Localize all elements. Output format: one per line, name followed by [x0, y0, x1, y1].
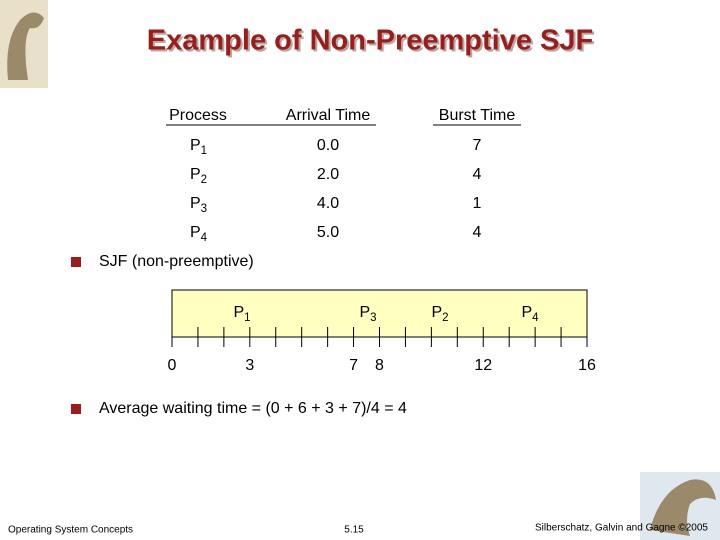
- gantt-chart: P1 P3 P2 P40 3 7 8 12 16: [168, 289, 596, 374]
- gantt-segment-label-letter: P: [431, 304, 442, 321]
- gantt-segment-label-letter: P: [521, 304, 532, 321]
- process-cell-letter: P: [190, 166, 201, 183]
- gantt-time-label: 12: [474, 357, 492, 374]
- bullets: SJF (non-preemptive) Average waiting time…: [71, 253, 407, 417]
- process-cell-subscript: 4: [201, 232, 208, 244]
- gantt-segment-label-letter: P: [359, 304, 370, 321]
- process-cell-letter: P: [190, 224, 201, 241]
- title: Example of Non-Preemptive SJF: [147, 25, 593, 57]
- gantt-segment-label: P2: [431, 304, 448, 324]
- footer-center: 5.15: [344, 525, 364, 536]
- gantt-time-label: 8: [375, 357, 384, 374]
- burst-cell: 4: [473, 224, 482, 241]
- gantt-time-label: 16: [578, 357, 596, 374]
- process-cell-letter: P: [190, 137, 201, 154]
- process-cell-subscript: 3: [201, 203, 207, 215]
- gantt-segment-label: P3: [359, 304, 376, 324]
- gantt-time-label: 0: [168, 357, 177, 374]
- process-cell: P2: [190, 166, 207, 186]
- gantt-segment-label-subscript: 2: [442, 312, 448, 324]
- dinosaur-bottom: [640, 472, 720, 540]
- gantt-segment-label-letter: P: [233, 304, 244, 321]
- process-cell-letter: P: [190, 195, 201, 212]
- table-header: Burst Time: [439, 107, 516, 124]
- gantt-segment-label-subscript: 3: [370, 312, 376, 324]
- process-cell: P4: [190, 224, 208, 244]
- bullet-marker: [71, 257, 81, 267]
- gantt-time-label: 7: [349, 357, 358, 374]
- table-header: Process: [169, 107, 227, 124]
- bullet-text: Average waiting time = (0 + 6 + 3 + 7)/4…: [99, 400, 407, 417]
- gantt-segment-label: P4: [521, 304, 539, 324]
- bullet-text: SJF (non-preemptive): [99, 253, 254, 270]
- burst-cell: 1: [473, 195, 482, 212]
- arrival-cell: 2.0: [317, 166, 339, 183]
- gantt-segment-label: P1: [233, 304, 250, 324]
- process-cell-subscript: 1: [201, 145, 207, 157]
- table-header: Arrival Time: [286, 107, 371, 124]
- burst-cell: 7: [473, 137, 482, 154]
- gantt-time-label: 3: [245, 357, 254, 374]
- dinosaur-top: [0, 0, 48, 88]
- process-cell-subscript: 2: [201, 174, 207, 186]
- gantt-segment-label-subscript: 4: [532, 312, 539, 324]
- arrival-cell: 0.0: [317, 137, 339, 154]
- process-cell: P1: [190, 137, 207, 157]
- title-shadow: Example of Non-Preemptive SJF: [149, 27, 595, 59]
- arrival-cell: 5.0: [317, 224, 339, 241]
- process-cell: P3: [190, 195, 207, 215]
- footer-left: Operating System Concepts: [8, 525, 133, 536]
- gantt-segment-label-subscript: 1: [244, 312, 250, 324]
- arrival-cell: 4.0: [317, 195, 339, 212]
- footer-right: Silberschatz, Galvin and Gagne ©2005: [535, 523, 708, 534]
- bullet-marker: [71, 404, 81, 414]
- burst-cell: 4: [473, 166, 482, 183]
